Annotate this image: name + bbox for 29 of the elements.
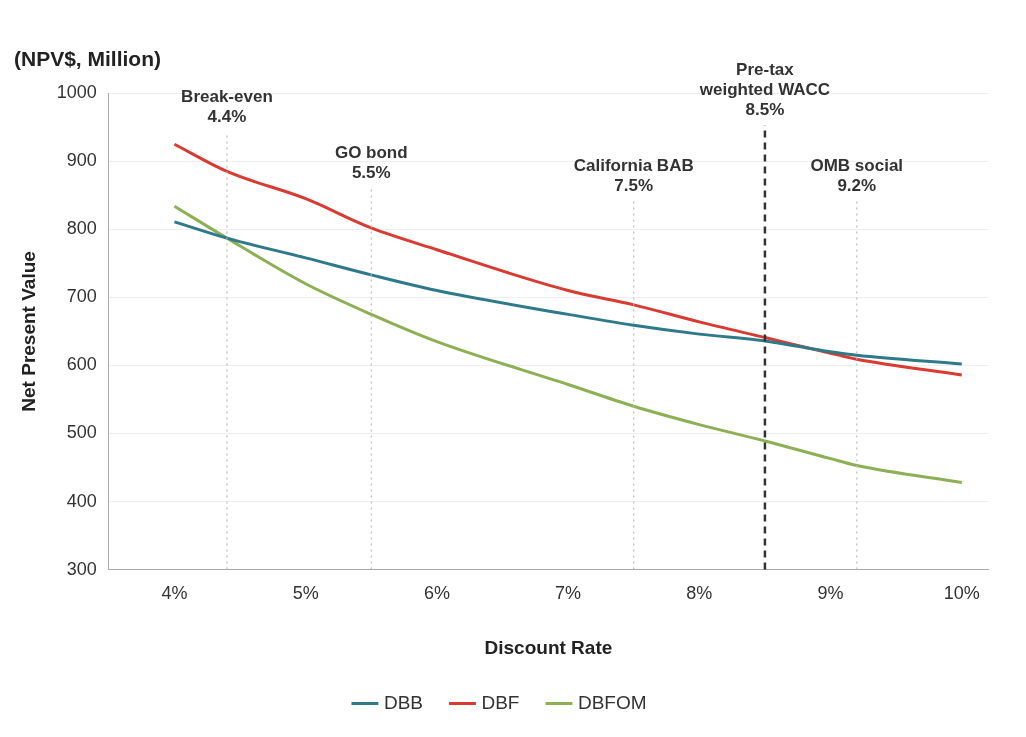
x-tick-label: 7% [555,583,582,604]
line-series [172,220,964,366]
x-axis-title: Discount Rate [484,636,613,658]
ref-line-label: Pre-tax weighted WACC 8.5% [698,60,831,120]
y-tick-label: 900 [66,150,97,171]
line-series [172,204,964,484]
legend-label: DBB [383,691,423,713]
x-tick-label: 4% [161,583,188,604]
legend-label: DBF [481,691,520,713]
x-tick-label: 8% [686,583,713,604]
line-series [172,142,964,377]
ref-line-label: OMB social 9.2% [810,156,904,196]
x-tick-label: 9% [817,583,844,604]
y-tick-label: 800 [66,218,97,239]
y-tick-label: 1000 [56,82,97,103]
ref-line-label: California BAB 7.5% [573,156,694,196]
y-tick-label: 400 [66,490,97,511]
y-axis-title: Net Present Value [17,251,39,412]
ref-line-label: Break-even 4.4% [181,86,273,126]
y-tick-label: 700 [66,286,97,307]
x-tick-label: 5% [292,583,319,604]
y-tick-label: 300 [66,558,97,579]
x-tick-label: 10% [943,583,980,604]
legend-label: DBFOM [577,691,647,713]
ref-line-label: GO bond 5.5% [334,143,408,183]
chart-title: (NPV$, Million) [14,47,161,71]
y-tick-label: 500 [66,422,97,443]
y-tick-label: 600 [66,354,97,375]
x-tick-label: 6% [423,583,450,604]
